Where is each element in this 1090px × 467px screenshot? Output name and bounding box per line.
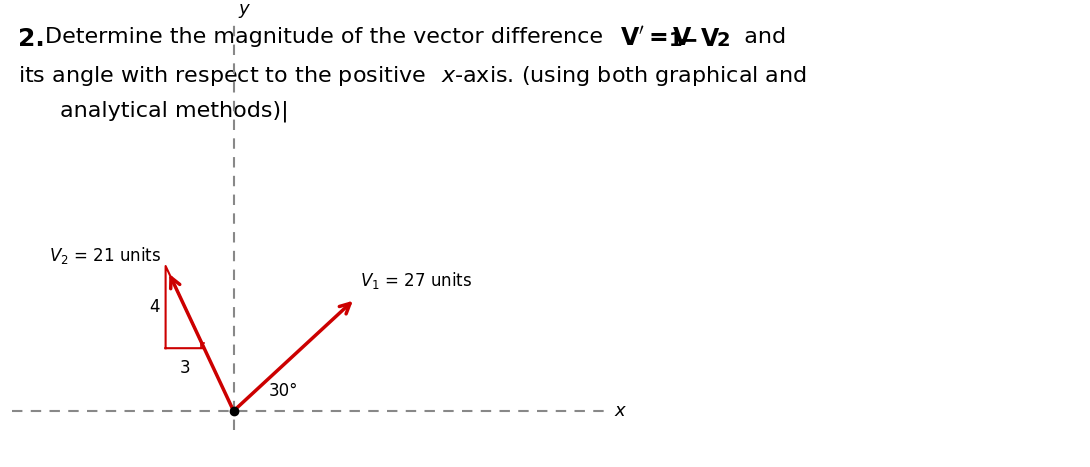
Text: 4: 4 (149, 298, 160, 316)
Text: and: and (730, 27, 786, 47)
Text: analytical methods)|: analytical methods)| (60, 101, 289, 122)
Text: Determine the magnitude of the vector difference: Determine the magnitude of the vector di… (45, 27, 603, 47)
Text: $\mathit{\mathbf{V}}$: $\mathit{\mathbf{V}}$ (700, 27, 720, 51)
Text: its angle with respect to the positive   $x$-axis. (using both graphical and: its angle with respect to the positive $… (19, 64, 807, 88)
Text: 3: 3 (180, 360, 190, 377)
Text: $\mathbf{2}$: $\mathbf{2}$ (716, 31, 730, 50)
Text: 2.: 2. (19, 27, 45, 51)
Text: $V_2$ = 21 units: $V_2$ = 21 units (49, 245, 161, 266)
Text: $V_1$ = 27 units: $V_1$ = 27 units (360, 270, 472, 291)
Text: 30°: 30° (268, 382, 298, 400)
Text: $\mathbf{1}$: $\mathbf{1}$ (668, 31, 682, 50)
Text: $\mathbf{-}$: $\mathbf{-}$ (678, 27, 698, 51)
Text: $y$: $y$ (239, 2, 252, 20)
Text: $\mathbf{V'}\mathbf{=}\mathit{\mathbf{V}}$: $\mathbf{V'}\mathbf{=}\mathit{\mathbf{V}… (620, 27, 693, 51)
Text: $x$: $x$ (615, 402, 628, 420)
